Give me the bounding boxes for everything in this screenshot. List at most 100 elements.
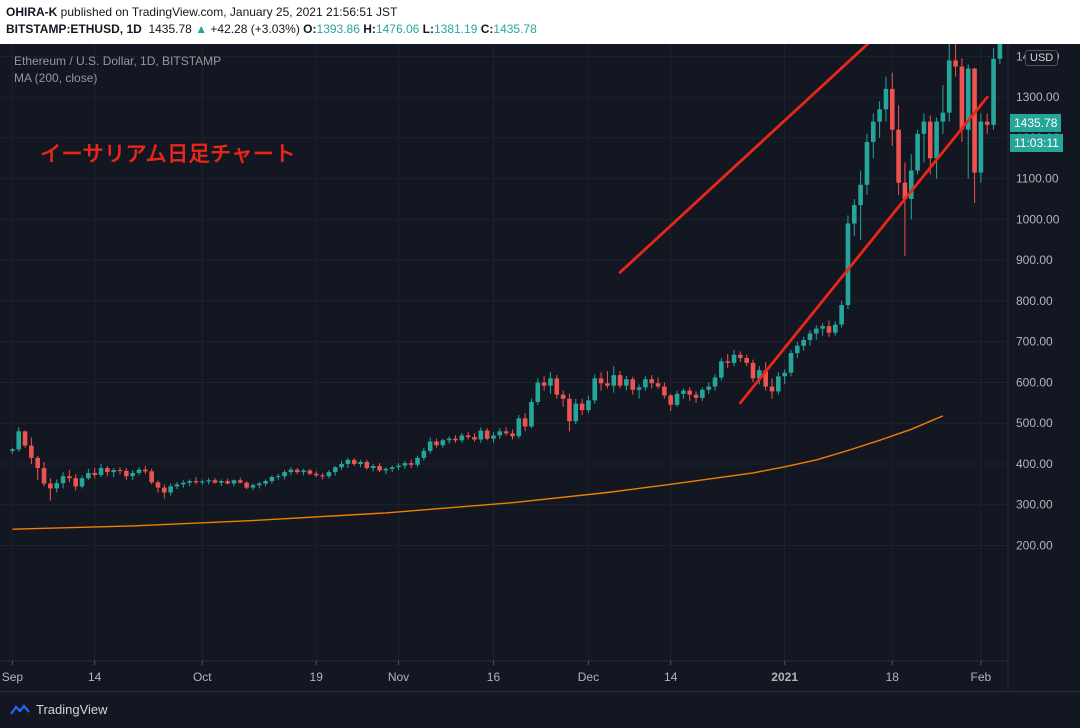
candle-up[interactable] [636,387,642,390]
candle-down[interactable] [237,480,243,483]
candle-up[interactable] [250,485,256,488]
candle-up[interactable] [10,449,15,451]
candle-up[interactable] [535,382,541,403]
candle-up[interactable] [111,470,116,473]
candle-up[interactable] [934,121,939,159]
candle-up[interactable] [807,333,813,341]
candle-down[interactable] [124,470,129,477]
candle-up[interactable] [86,472,91,479]
candle-down[interactable] [668,395,674,405]
candle-up[interactable] [326,472,332,477]
candle-up[interactable] [731,354,737,363]
candle-up[interactable] [345,459,351,464]
candle-up[interactable] [389,467,395,469]
candle-down[interactable] [567,398,572,422]
candle-down[interactable] [67,476,72,479]
candle-up[interactable] [402,463,408,466]
ma200-line[interactable] [12,415,944,530]
candle-up[interactable] [978,121,984,173]
candle-up[interactable] [858,184,863,206]
chart-annotation[interactable]: イーサリアム日足チャート [40,142,296,166]
candle-down[interactable] [320,475,325,477]
candle-up[interactable] [269,477,275,482]
candle-down[interactable] [484,430,490,439]
candle-up[interactable] [782,372,787,377]
candle-up[interactable] [282,472,287,477]
candle-up[interactable] [339,463,344,468]
candle-up[interactable] [491,435,496,439]
candle-down[interactable] [29,445,34,458]
candle-up[interactable] [548,378,553,386]
candle-down[interactable] [48,483,53,489]
tradingview-brand[interactable]: TradingView [10,702,108,717]
candle-down[interactable] [693,394,699,398]
candle-down[interactable] [453,438,458,441]
candle-down[interactable] [244,482,249,488]
candle-up[interactable] [643,379,648,388]
candle-up[interactable] [427,441,433,451]
candle-down[interactable] [503,431,509,434]
candle-down[interactable] [738,354,743,358]
candle-up[interactable] [681,390,686,394]
candle-up[interactable] [200,481,205,483]
candle-up[interactable] [358,461,363,464]
candle-down[interactable] [655,383,661,387]
candle-up[interactable] [573,403,579,422]
candle-down[interactable] [630,379,636,390]
candle-down[interactable] [984,121,990,125]
candle-up[interactable] [814,328,819,334]
candle-down[interactable] [377,465,382,471]
candle-down[interactable] [687,390,693,395]
candle-up[interactable] [776,376,781,392]
candle-up[interactable] [795,345,800,354]
candle-down[interactable] [959,66,965,130]
candle-up[interactable] [415,457,420,465]
candle-down[interactable] [143,469,148,472]
candle-up[interactable] [908,170,914,200]
candle-down[interactable] [162,487,167,493]
candle-up[interactable] [719,361,724,378]
candle-down[interactable] [193,481,199,483]
candle-up[interactable] [883,88,889,110]
candle-down[interactable] [896,129,901,183]
candle-up[interactable] [529,402,534,427]
candle-down[interactable] [579,403,585,411]
candle-up[interactable] [421,450,427,458]
candle-down[interactable] [117,470,123,472]
candle-up[interactable] [136,469,142,473]
legend-ma[interactable]: MA (200, close) [14,71,98,85]
chart-pane[interactable]: 1400.001300.001200.001100.001000.00900.0… [0,0,1080,691]
candle-down[interactable] [212,480,218,483]
candle-up[interactable] [965,68,971,130]
candle-down[interactable] [155,482,161,488]
candle-down[interactable] [649,379,655,384]
candle-up[interactable] [845,223,851,305]
candle-up[interactable] [877,109,882,122]
candle-up[interactable] [370,465,376,469]
legend-symbol[interactable]: Ethereum / U.S. Dollar, 1D, BITSTAMP [14,54,222,68]
candle-up[interactable] [440,440,446,446]
candle-up[interactable] [706,386,711,390]
publisher-name[interactable]: OHIRA-K [6,5,58,19]
candle-up[interactable] [674,393,680,405]
candle-down[interactable] [725,361,730,363]
candle-up[interactable] [586,400,591,411]
candle-up[interactable] [712,377,718,387]
candle-down[interactable] [41,468,47,484]
candle-up[interactable] [459,435,465,441]
candle-down[interactable] [750,362,756,379]
candle-up[interactable] [592,378,598,401]
candle-up[interactable] [130,472,135,477]
candle-down[interactable] [465,435,471,438]
candle-down[interactable] [902,182,908,200]
candle-up[interactable] [301,470,306,473]
candle-down[interactable] [73,478,78,487]
candle-down[interactable] [408,463,414,465]
candle-up[interactable] [275,476,281,478]
candle-up[interactable] [218,481,224,483]
candle-up[interactable] [288,469,294,473]
candle-down[interactable] [927,121,933,159]
candle-down[interactable] [662,386,667,396]
candle-up[interactable] [79,478,85,487]
candle-up[interactable] [915,133,920,171]
